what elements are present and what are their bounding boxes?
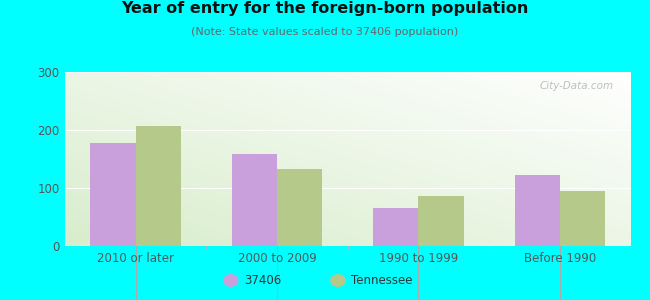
Bar xyxy=(560,191,605,246)
Ellipse shape xyxy=(331,275,345,286)
Bar xyxy=(136,126,181,246)
Bar xyxy=(277,169,322,246)
Text: City-Data.com: City-Data.com xyxy=(540,81,614,91)
Bar xyxy=(515,175,560,246)
Bar xyxy=(373,208,419,246)
Ellipse shape xyxy=(224,275,238,286)
Text: Tennessee: Tennessee xyxy=(351,274,413,287)
Bar xyxy=(232,154,277,246)
Text: (Note: State values scaled to 37406 population): (Note: State values scaled to 37406 popu… xyxy=(191,27,459,37)
Bar xyxy=(419,196,463,246)
Text: Year of entry for the foreign-born population: Year of entry for the foreign-born popul… xyxy=(122,2,528,16)
Bar xyxy=(90,143,136,246)
Text: 37406: 37406 xyxy=(244,274,281,287)
